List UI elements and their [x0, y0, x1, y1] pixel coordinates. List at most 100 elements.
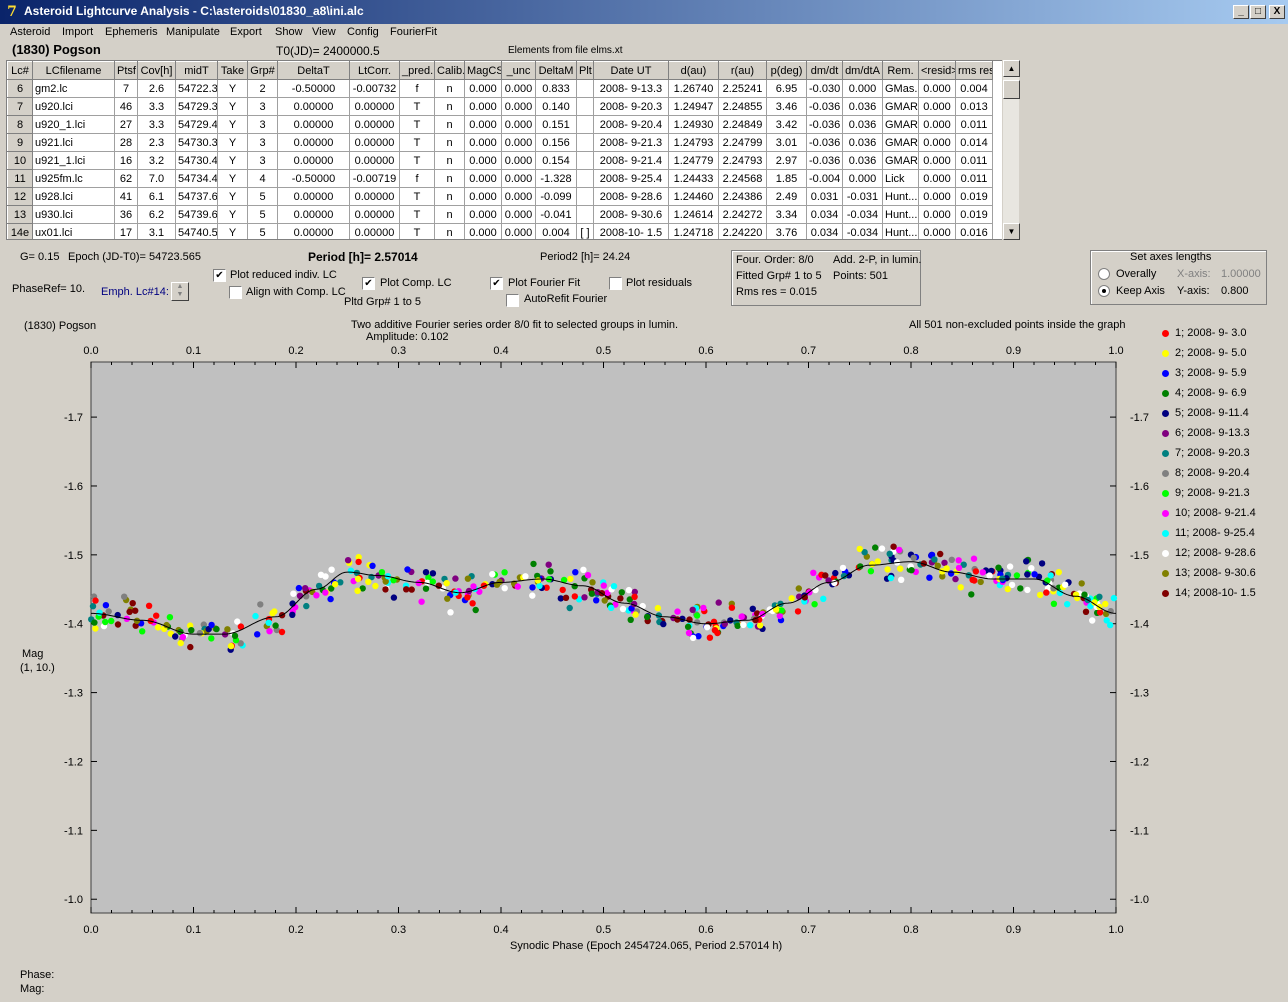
table-cell[interactable]: 17	[114, 223, 138, 239]
table-cell[interactable]: 13	[7, 205, 33, 224]
table-cell[interactable]: -0.036	[806, 133, 843, 152]
scroll-thumb[interactable]	[1003, 80, 1020, 99]
table-cell[interactable]: 0.031	[806, 187, 843, 206]
menu-view[interactable]: View	[312, 26, 336, 38]
table-cell[interactable]: 3	[247, 151, 278, 170]
table-cell[interactable]: 2.97	[766, 151, 807, 170]
table-cell[interactable]: Lick	[882, 169, 919, 188]
table-cell[interactable]: 0.000	[918, 205, 956, 224]
column-header[interactable]: Date UT	[593, 61, 669, 80]
table-cell[interactable]	[576, 187, 594, 206]
table-cell[interactable]: 54734.4	[175, 169, 218, 188]
menu-ephemeris[interactable]: Ephemeris	[105, 26, 158, 38]
table-cell[interactable]: Y	[217, 151, 248, 170]
column-header[interactable]: DeltaM	[535, 61, 577, 80]
table-cell[interactable]: 0.00000	[277, 205, 350, 224]
table-cell[interactable]: 2008- 9-30.6	[593, 205, 669, 224]
pltd-grp-label[interactable]: Pltd Grp# 1 to 5	[344, 296, 422, 308]
table-cell[interactable]: 54730.3	[175, 133, 218, 152]
table-cell[interactable]: n	[434, 169, 465, 188]
table-cell[interactable]: 3.76	[766, 223, 807, 239]
table-cell[interactable]: -0.034	[842, 223, 883, 239]
table-cell[interactable]: 0.00000	[349, 115, 400, 134]
table-cell[interactable]: u921_1.lci	[32, 151, 115, 170]
table-cell[interactable]: 0.000	[501, 133, 536, 152]
menu-config[interactable]: Config	[347, 26, 379, 38]
table-cell[interactable]: 2.24272	[718, 205, 767, 224]
overally-radio[interactable]	[1098, 268, 1110, 280]
scroll-down-icon[interactable]: ▼	[1003, 223, 1020, 240]
table-cell[interactable]: 46	[114, 97, 138, 116]
table-cell[interactable]: 3	[247, 115, 278, 134]
table-cell[interactable]: ux01.lci	[32, 223, 115, 239]
table-cell[interactable]	[576, 115, 594, 134]
table-cell[interactable]: gm2.lc	[32, 79, 115, 98]
table-cell[interactable]: 41	[114, 187, 138, 206]
table-cell[interactable]: n	[434, 205, 465, 224]
table-cell[interactable]: 5	[247, 187, 278, 206]
table-cell[interactable]: 0.000	[464, 169, 502, 188]
window-title-bar[interactable]: 7 Asteroid Lightcurve Analysis - C:\aste…	[0, 0, 1288, 24]
table-scrollbar[interactable]: ▲ ▼	[1002, 60, 1020, 240]
table-cell[interactable]: 2	[247, 79, 278, 98]
table-cell[interactable]: 0.000	[918, 79, 956, 98]
table-cell[interactable]: 0.000	[918, 115, 956, 134]
table-cell[interactable]: 11	[7, 169, 33, 188]
table-cell[interactable]: 1.24718	[668, 223, 719, 239]
column-header[interactable]: Cov[h]	[137, 61, 176, 80]
table-cell[interactable]: 0.00000	[349, 133, 400, 152]
table-cell[interactable]: 2008- 9-20.3	[593, 97, 669, 116]
table-cell[interactable]: 0.00000	[277, 223, 350, 239]
table-cell[interactable]: 0.019	[955, 205, 993, 224]
table-cell[interactable]: 3.3	[137, 115, 176, 134]
table-cell[interactable]: 0.00000	[349, 205, 400, 224]
table-cell[interactable]: 0.00000	[277, 133, 350, 152]
table-cell[interactable]: 2.24799	[718, 133, 767, 152]
table-cell[interactable]: 62	[114, 169, 138, 188]
table-cell[interactable]: 2008- 9-21.3	[593, 133, 669, 152]
table-cell[interactable]: 54729.4	[175, 115, 218, 134]
table-cell[interactable]: Y	[217, 187, 248, 206]
table-cell[interactable]: Y	[217, 97, 248, 116]
table-cell[interactable]: -0.036	[806, 97, 843, 116]
table-cell[interactable]: -0.031	[842, 187, 883, 206]
table-cell[interactable]: Hunt...	[882, 187, 919, 206]
table-cell[interactable]: -0.50000	[277, 169, 350, 188]
table-cell[interactable]: 0.00000	[277, 115, 350, 134]
menu-manipulate[interactable]: Manipulate	[166, 26, 220, 38]
table-cell[interactable]: 0.00000	[277, 187, 350, 206]
table-cell[interactable]: 0.011	[955, 115, 993, 134]
autorefit-checkbox[interactable]	[506, 294, 519, 307]
table-cell[interactable]: f	[399, 79, 435, 98]
table-cell[interactable]: u920_1.lci	[32, 115, 115, 134]
table-cell[interactable]: 2.3	[137, 133, 176, 152]
table-cell[interactable]: 10	[7, 151, 33, 170]
table-cell[interactable]: 0.013	[955, 97, 993, 116]
table-cell[interactable]: 0.011	[955, 169, 993, 188]
table-cell[interactable]: 0.034	[806, 205, 843, 224]
plot-residuals-checkbox[interactable]	[609, 277, 622, 290]
table-cell[interactable]: 0.00000	[277, 151, 350, 170]
table-cell[interactable]: 36	[114, 205, 138, 224]
table-cell[interactable]: 14e	[7, 223, 33, 239]
table-cell[interactable]: 0.140	[535, 97, 577, 116]
table-cell[interactable]: 6.2	[137, 205, 176, 224]
close-button[interactable]: X	[1269, 5, 1285, 19]
column-header[interactable]: Calib.	[434, 61, 465, 80]
table-cell[interactable]: 0.000	[501, 187, 536, 206]
table-cell[interactable]: 2.24568	[718, 169, 767, 188]
table-cell[interactable]: 2.25241	[718, 79, 767, 98]
table-cell[interactable]: n	[434, 187, 465, 206]
table-cell[interactable]: 0.00000	[349, 223, 400, 239]
table-cell[interactable]: 0.000	[918, 151, 956, 170]
table-cell[interactable]: 2008- 9-20.4	[593, 115, 669, 134]
table-cell[interactable]: 7	[7, 97, 33, 116]
column-header[interactable]: Take	[217, 61, 248, 80]
table-cell[interactable]: 0.000	[464, 79, 502, 98]
table-cell[interactable]: 0.000	[501, 115, 536, 134]
table-cell[interactable]: 7.0	[137, 169, 176, 188]
table-cell[interactable]: 0.036	[842, 115, 883, 134]
table-cell[interactable]	[576, 79, 594, 98]
table-cell[interactable]: 0.016	[955, 223, 993, 239]
table-cell[interactable]: 0.000	[501, 205, 536, 224]
